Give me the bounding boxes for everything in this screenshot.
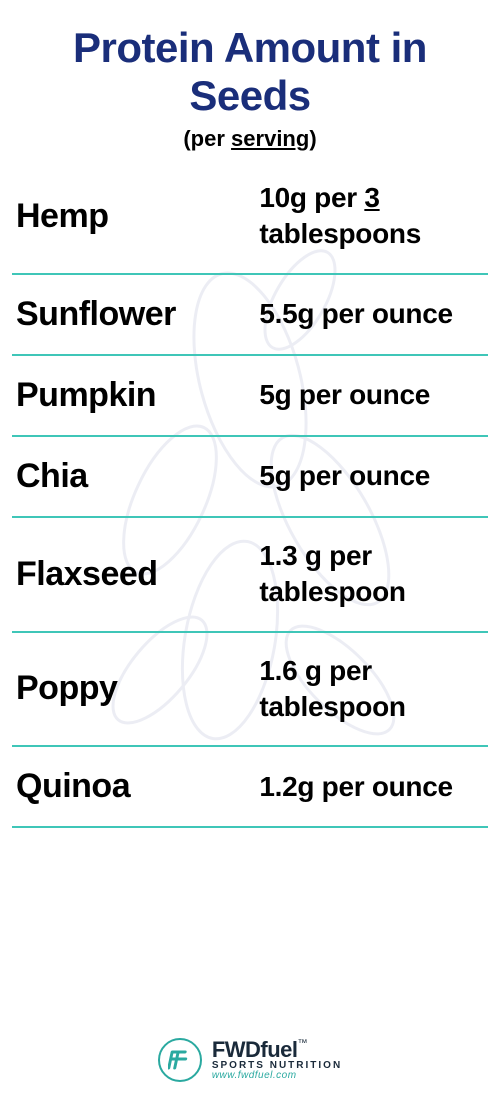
brand-logo-icon	[158, 1038, 202, 1082]
seed-name: Flaxseed	[16, 555, 259, 594]
table-row: Flaxseed1.3 g per tablespoon	[12, 518, 488, 633]
seed-value: 5.5g per ounce	[259, 296, 484, 332]
seed-value: 1.2g per ounce	[259, 769, 484, 805]
seed-name: Hemp	[16, 197, 259, 236]
table-row: Poppy1.6 g per tablespoon	[12, 633, 488, 748]
seed-value: 5g per ounce	[259, 458, 484, 494]
seed-value: 1.3 g per tablespoon	[259, 538, 484, 611]
seed-name: Chia	[16, 457, 259, 496]
page-title: Protein Amount in Seeds	[12, 24, 488, 120]
page-subtitle: (per serving)	[12, 126, 488, 152]
table-row: Pumpkin5g per ounce	[12, 356, 488, 437]
footer: FWDfuel™ SPORTS NUTRITION www.fwdfuel.co…	[0, 1038, 500, 1082]
brand-url: www.fwdfuel.com	[212, 1071, 342, 1081]
table-row: Sunflower5.5g per ounce	[12, 275, 488, 356]
seed-name: Sunflower	[16, 295, 259, 334]
seed-value: 10g per 3 tablespoons	[259, 180, 484, 253]
seed-name: Poppy	[16, 669, 259, 708]
seed-name: Quinoa	[16, 767, 259, 806]
seed-value: 1.6 g per tablespoon	[259, 653, 484, 726]
table-row: Quinoa1.2g per ounce	[12, 747, 488, 828]
seed-value: 5g per ounce	[259, 377, 484, 413]
table-row: Hemp10g per 3 tablespoons	[12, 174, 488, 275]
brand-name: FWDfuel™	[212, 1039, 342, 1061]
table-row: Chia5g per ounce	[12, 437, 488, 518]
seed-name: Pumpkin	[16, 376, 259, 415]
